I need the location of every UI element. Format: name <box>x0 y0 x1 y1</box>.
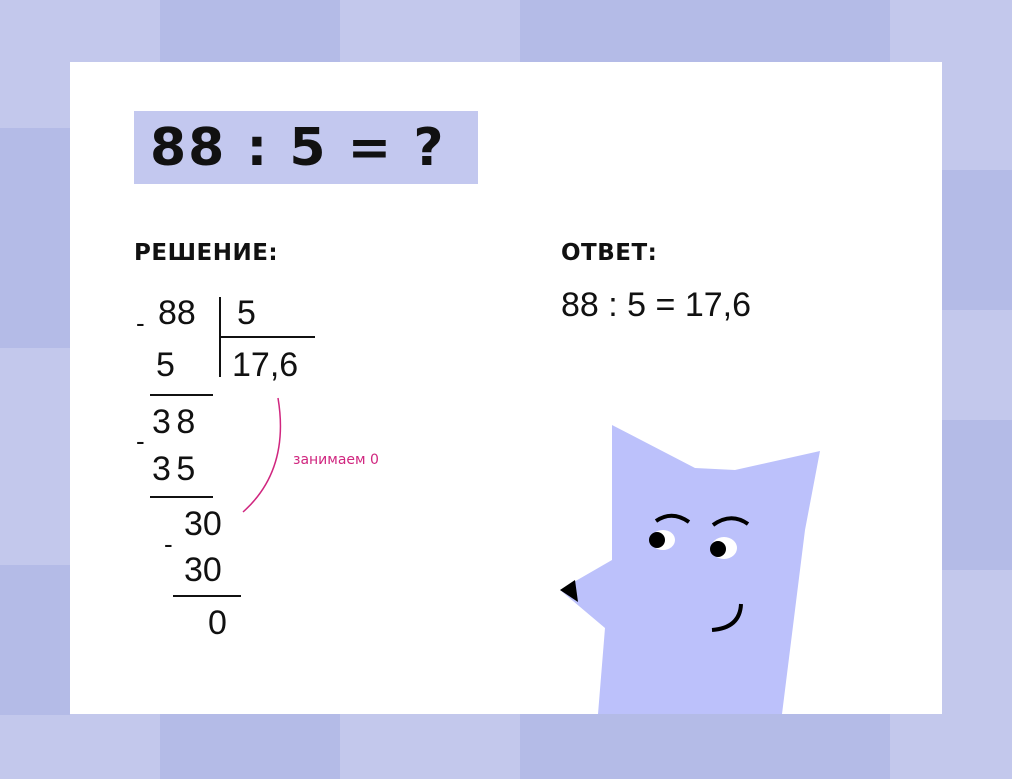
fox-character <box>560 425 820 714</box>
annotation-note: занимаем 0 <box>293 452 379 468</box>
step-subtrahend: 5 <box>156 346 175 384</box>
fox-eye-icon <box>710 541 726 557</box>
fox-eye-icon <box>649 532 665 548</box>
final-remainder: 0 <box>208 604 227 642</box>
problem-title: 88 : 5 = ? <box>150 118 446 178</box>
title-highlight <box>134 111 478 184</box>
step-line <box>150 496 213 498</box>
minus-sign: - <box>136 426 145 456</box>
minus-sign: - <box>136 308 145 338</box>
minus-sign: - <box>164 529 173 559</box>
fox-eyebrow-icon <box>711 516 750 527</box>
step-subtrahend: 30 <box>184 551 222 589</box>
annotation-arc <box>242 397 282 513</box>
division-bar <box>219 297 221 377</box>
step-subtrahend: 3 5 <box>152 450 195 488</box>
divisor: 5 <box>237 294 256 332</box>
quotient-line <box>221 336 315 338</box>
dividend: 88 <box>158 294 196 332</box>
step-line <box>173 595 241 597</box>
step-remainder: 3 8 <box>152 403 195 441</box>
step-remainder: 30 <box>184 505 222 543</box>
quotient: 17,6 <box>232 346 299 384</box>
fox-nose-icon <box>560 580 578 602</box>
step-line <box>150 394 213 396</box>
fox-eyebrow-icon <box>654 513 691 524</box>
answer-text: 88 : 5 = 17,6 <box>561 286 751 324</box>
solution-heading: РЕШЕНИЕ: <box>134 240 279 266</box>
answer-heading: ОТВЕТ: <box>561 240 658 266</box>
fox-smile-icon <box>711 603 743 632</box>
fox-head <box>560 425 820 714</box>
